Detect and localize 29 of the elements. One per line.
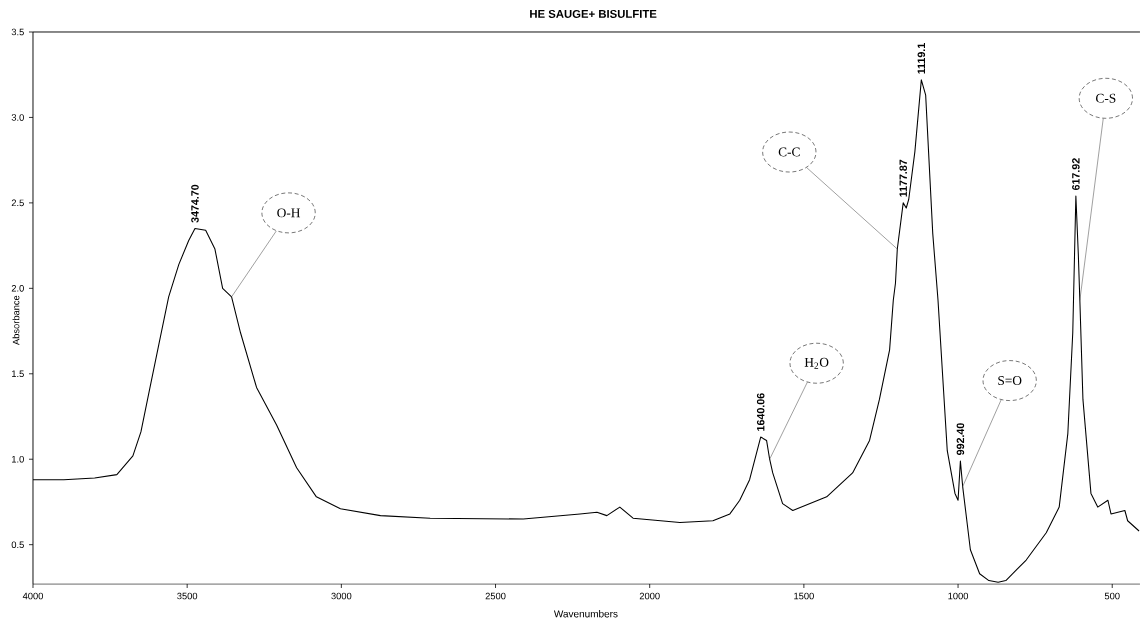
y-tick-label: 1.0 bbox=[12, 455, 24, 463]
annotation: 1119.1 bbox=[917, 43, 926, 74]
annotation: H$_{2}$O bbox=[804, 357, 829, 369]
x-tick-label: 4000 bbox=[22, 592, 44, 600]
y-tick-label: 2.5 bbox=[11, 199, 24, 207]
x-tick-label: 3500 bbox=[177, 592, 198, 600]
y-tick-label: 3.0 bbox=[11, 114, 24, 121]
x-tick-label: 2000 bbox=[639, 592, 660, 600]
y-axis-title: Absorbance bbox=[12, 295, 20, 346]
annotation: 1640.06 bbox=[756, 393, 765, 431]
chart-title: HE SAUGE+ BISULFITE bbox=[530, 9, 657, 18]
y-tick-label: 1.5 bbox=[12, 370, 24, 378]
y-tick-label: 2.0 bbox=[11, 285, 24, 292]
y-tick-label: 3.5 bbox=[11, 28, 24, 36]
annotation: S=O bbox=[998, 376, 1022, 386]
x-tick-label: 1500 bbox=[794, 592, 814, 600]
annotation: 3474.70 bbox=[191, 184, 199, 223]
annotation: C-S bbox=[1096, 93, 1116, 103]
annotation: 1177.87 bbox=[899, 159, 907, 197]
annotation: 992.40 bbox=[956, 423, 965, 455]
x-tick-label: 500 bbox=[1104, 592, 1120, 600]
x-tick-label: 3000 bbox=[331, 592, 352, 600]
x-axis-title: Wavenumbers bbox=[553, 610, 618, 618]
annotation: C-C bbox=[778, 147, 800, 157]
annotation: O-H bbox=[277, 208, 301, 218]
annotation: 617.92 bbox=[1072, 158, 1080, 191]
y-tick-label: 0.5 bbox=[11, 541, 24, 548]
x-tick-label: 1000 bbox=[948, 592, 969, 600]
x-tick-label: 2500 bbox=[485, 592, 506, 600]
